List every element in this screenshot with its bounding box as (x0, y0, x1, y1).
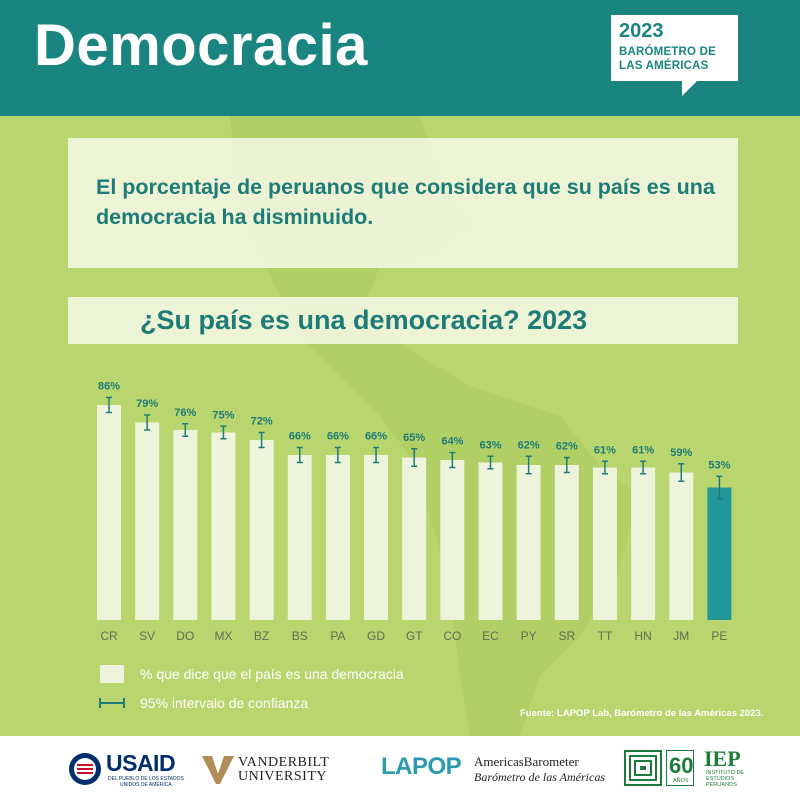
value-label-mx: 75% (212, 409, 234, 421)
category-label-gt: GT (406, 629, 423, 643)
value-label-gd: 66% (365, 431, 387, 443)
iep-60-box: 60 AÑOS (666, 750, 694, 786)
bar-hn (631, 467, 656, 620)
value-label-cr: 86% (98, 381, 120, 393)
badge-line-1: BARÓMETRO DE (619, 46, 716, 58)
badge-tail (682, 80, 698, 96)
chart-title-box: ¿Su país es una democracia? 2023 (68, 297, 738, 344)
iep-sub-1: INSTITUTO DE (706, 770, 745, 776)
category-label-do: DO (176, 629, 194, 643)
value-label-hn: 61% (632, 444, 654, 456)
value-label-sr: 62% (556, 441, 578, 453)
bar-ec (478, 462, 503, 620)
category-label-pe: PE (711, 629, 727, 643)
category-label-cr: CR (100, 629, 118, 643)
usaid-seal-icon (69, 753, 101, 785)
legend-error-label: 95% intervalo de confianza (140, 695, 309, 711)
bar-sr (554, 465, 579, 620)
bar-py (516, 465, 541, 620)
footer-logos: USAID DEL PUEBLO DE LOS ESTADOS UNIDOS D… (0, 736, 800, 800)
bar-bs (287, 455, 312, 620)
bar-pe (707, 487, 732, 620)
value-label-pa: 66% (327, 431, 349, 443)
category-label-pa: PA (330, 629, 345, 643)
value-label-bz: 72% (251, 416, 273, 428)
statement-text: El porcentaje de peruanos que considera … (96, 175, 715, 229)
value-label-ec: 63% (479, 439, 501, 451)
americasbarometer-line-1: AmericasBarometer (474, 754, 579, 769)
value-label-co: 64% (441, 436, 463, 448)
iep-wordmark: IEP (704, 746, 741, 771)
value-label-jm: 59% (670, 447, 692, 459)
lapop-logo: LAPOP (381, 753, 462, 780)
bar-tt (592, 467, 617, 620)
source-note: Fuente: LAPOP Lab, Barómetro de las Amér… (520, 708, 764, 719)
bar-gt (402, 457, 427, 620)
category-label-mx: MX (214, 629, 232, 643)
value-label-do: 76% (174, 407, 196, 419)
page-title: Democracia (34, 13, 368, 78)
category-label-hn: HN (634, 629, 651, 643)
badge-line-2: LAS AMÉRICAS (619, 60, 709, 72)
bar-co (440, 460, 465, 620)
bar-cr (97, 405, 121, 620)
bar-do (173, 430, 198, 620)
category-label-co: CO (443, 629, 461, 643)
badge-year: 2023 (619, 20, 664, 42)
category-label-py: PY (521, 629, 537, 643)
category-label-sv: SV (139, 629, 155, 643)
value-label-tt: 61% (594, 444, 616, 456)
value-label-gt: 65% (403, 432, 425, 444)
bar-pa (325, 455, 350, 620)
bar-mx (211, 432, 236, 620)
value-label-py: 62% (518, 439, 540, 451)
category-label-bs: BS (292, 629, 308, 643)
usaid-wordmark: USAID (106, 750, 176, 776)
legend-bar-label: % que dice que el país es una democracia (140, 666, 404, 682)
iep-60-number: 60 (669, 753, 694, 778)
americasbarometer-line-2: Barómetro de las Américas (474, 770, 605, 784)
category-label-tt: TT (598, 629, 613, 643)
iep-maze-icon (624, 750, 662, 786)
americasbarometer-logo: AmericasBarometer Barómetro de las Améri… (474, 754, 605, 785)
value-label-sv: 79% (136, 398, 158, 410)
bar-gd (364, 455, 389, 620)
usaid-sub-1: DEL PUEBLO DE LOS ESTADOS (108, 776, 184, 782)
category-label-bz: BZ (254, 629, 269, 643)
chart-title: ¿Su país es una democracia? 2023 (140, 305, 588, 335)
category-label-sr: SR (558, 629, 575, 643)
value-label-bs: 66% (289, 431, 311, 443)
iep-60-sub: AÑOS (673, 778, 689, 784)
statement-box: El porcentaje de peruanos que considera … (68, 138, 738, 268)
usaid-sub-2: UNIDOS DE AMÉRICA (120, 782, 172, 788)
category-label-jm: JM (673, 629, 689, 643)
iep-sub-2: ESTUDIOS (706, 776, 735, 782)
bar-jm (669, 472, 694, 620)
vanderbilt-line-2: UNIVERSITY (238, 769, 327, 784)
vanderbilt-line-1: VANDERBILT (238, 755, 330, 770)
legend-error-icon (99, 698, 125, 708)
vanderbilt-v-icon (202, 756, 234, 784)
legend-bar-swatch (100, 665, 124, 683)
value-label-pe: 53% (708, 459, 730, 471)
category-label-gd: GD (367, 629, 385, 643)
iep-sub-3: PERUANOS (706, 782, 737, 788)
bar-sv (135, 422, 160, 620)
bar-chart: 86% CR 79% SV 76% DO 75% MX 72% BZ 66% BS 66% PA 66% GD… (97, 381, 732, 643)
bar-bz (249, 440, 274, 620)
barometer-badge: 2023 BARÓMETRO DE LAS AMÉRICAS (611, 15, 738, 81)
category-label-ec: EC (482, 629, 499, 643)
